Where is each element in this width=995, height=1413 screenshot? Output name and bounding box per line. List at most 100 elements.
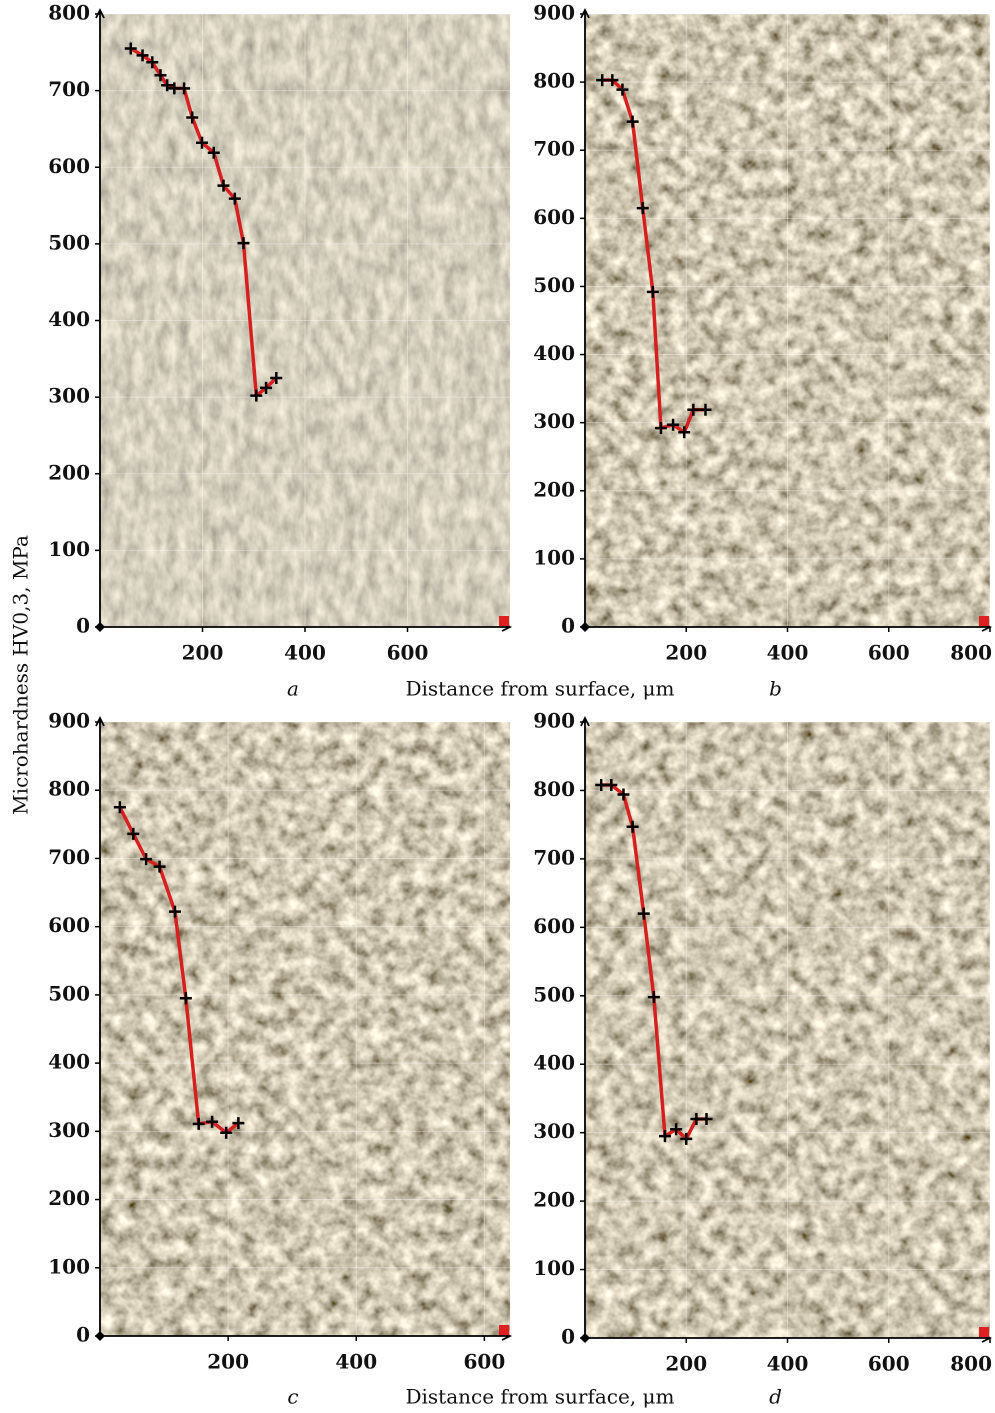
measurement-marker bbox=[654, 422, 667, 435]
x-tick-label: 600 bbox=[868, 641, 910, 665]
measurement-marker bbox=[179, 992, 192, 1005]
x-tick-label: 400 bbox=[284, 641, 326, 665]
y-axis bbox=[580, 7, 590, 627]
y-tick-label: 600 bbox=[533, 205, 575, 229]
corner-marker bbox=[979, 1327, 989, 1337]
measurement-marker bbox=[680, 1132, 693, 1145]
y-tick-label: 100 bbox=[48, 537, 90, 561]
measurement-marker bbox=[678, 426, 691, 439]
x-tick-label: 400 bbox=[335, 1350, 377, 1374]
y-tick-label: 300 bbox=[48, 384, 90, 408]
measurement-marker bbox=[195, 136, 208, 149]
y-tick-label: 900 bbox=[533, 709, 575, 733]
x-axis-label: Distance from surface, μm bbox=[405, 1385, 674, 1409]
measurement-marker bbox=[658, 1130, 671, 1143]
micrograph-background bbox=[585, 14, 990, 627]
measurement-marker bbox=[124, 42, 137, 55]
y-tick-label: 400 bbox=[48, 1050, 90, 1074]
corner-marker bbox=[499, 1325, 509, 1335]
hardness-line bbox=[129, 46, 279, 398]
corner-marker bbox=[499, 616, 509, 626]
y-tick-label: 700 bbox=[533, 845, 575, 869]
y-tick-label: 800 bbox=[48, 1, 90, 25]
panel-label: b bbox=[769, 677, 782, 701]
y-tick-label: 900 bbox=[48, 709, 90, 733]
measurement-marker bbox=[153, 860, 166, 873]
y-tick-label: 0 bbox=[76, 1323, 90, 1347]
measurement-marker bbox=[113, 801, 126, 814]
measurement-marker bbox=[260, 381, 273, 394]
y-tick-label: 100 bbox=[533, 545, 575, 569]
y-tick-label: 500 bbox=[48, 981, 90, 1005]
measurement-marker bbox=[217, 179, 230, 192]
x-tick-label: 200 bbox=[182, 641, 224, 665]
measurement-marker bbox=[687, 403, 700, 416]
y-tick-label: 400 bbox=[533, 1051, 575, 1075]
measurement-marker bbox=[220, 1126, 233, 1139]
measurement-marker bbox=[228, 192, 241, 205]
y-tick-label: 400 bbox=[533, 341, 575, 365]
measurement-marker bbox=[667, 418, 680, 431]
measurement-marker bbox=[699, 403, 712, 416]
x-tick-label: 400 bbox=[767, 641, 809, 665]
micrograph-background bbox=[100, 722, 510, 1336]
measurement-marker bbox=[670, 1123, 683, 1136]
y-tick-label: 600 bbox=[48, 913, 90, 937]
measurement-marker bbox=[192, 1117, 205, 1130]
measurement-marker bbox=[270, 371, 283, 384]
measurement-marker bbox=[154, 69, 167, 82]
measurement-marker bbox=[636, 202, 649, 215]
measurement-marker bbox=[637, 907, 650, 920]
panel-label: a bbox=[287, 677, 299, 701]
y-tick-label: 100 bbox=[533, 1256, 575, 1280]
measurement-marker bbox=[646, 285, 659, 298]
x-tick-label: 200 bbox=[207, 1350, 249, 1374]
y-tick-label: 600 bbox=[48, 154, 90, 178]
origin-diamond bbox=[95, 622, 105, 632]
y-tick-label: 300 bbox=[533, 409, 575, 433]
x-tick-label: 200 bbox=[665, 1352, 707, 1376]
x-axis-label: Distance from surface, μm bbox=[405, 677, 674, 701]
origin-diamond bbox=[580, 622, 590, 632]
measurement-marker bbox=[617, 788, 630, 801]
hardness-line bbox=[118, 805, 241, 1135]
corner-marker bbox=[979, 616, 989, 626]
measurement-marker bbox=[186, 111, 199, 124]
micrograph-background bbox=[100, 14, 510, 627]
y-tick-label: 200 bbox=[48, 1186, 90, 1210]
panel-label: c bbox=[287, 1385, 298, 1409]
panel-label: d bbox=[769, 1385, 782, 1409]
y-tick-label: 300 bbox=[533, 1119, 575, 1143]
measurement-marker bbox=[168, 905, 181, 918]
y-axis bbox=[95, 715, 105, 1336]
origin-diamond bbox=[95, 1331, 105, 1341]
measurement-marker bbox=[207, 146, 220, 159]
y-axis bbox=[580, 715, 590, 1338]
y-tick-label: 200 bbox=[48, 460, 90, 484]
x-tick-label: 600 bbox=[387, 641, 429, 665]
measurement-marker bbox=[206, 1115, 219, 1128]
measurement-marker bbox=[690, 1112, 703, 1125]
y-tick-label: 900 bbox=[533, 1, 575, 25]
measurement-marker bbox=[595, 778, 608, 791]
measurement-marker bbox=[616, 83, 629, 96]
measurement-marker bbox=[647, 991, 660, 1004]
y-tick-label: 300 bbox=[48, 1118, 90, 1142]
y-tick-label: 700 bbox=[48, 77, 90, 101]
x-tick-label: 400 bbox=[767, 1352, 809, 1376]
measurement-marker bbox=[700, 1112, 713, 1125]
measurement-marker bbox=[140, 853, 153, 866]
y-tick-label: 700 bbox=[533, 137, 575, 161]
y-tick-label: 800 bbox=[48, 777, 90, 801]
y-tick-label: 700 bbox=[48, 845, 90, 869]
y-tick-label: 400 bbox=[48, 307, 90, 331]
y-tick-label: 600 bbox=[533, 914, 575, 938]
measurement-marker bbox=[237, 237, 250, 250]
measurement-marker bbox=[606, 74, 619, 87]
micrograph-background bbox=[585, 722, 990, 1338]
x-tick-label: 200 bbox=[665, 641, 707, 665]
measurement-marker bbox=[178, 82, 191, 95]
measurement-marker bbox=[232, 1117, 245, 1130]
measurement-marker bbox=[626, 820, 639, 833]
